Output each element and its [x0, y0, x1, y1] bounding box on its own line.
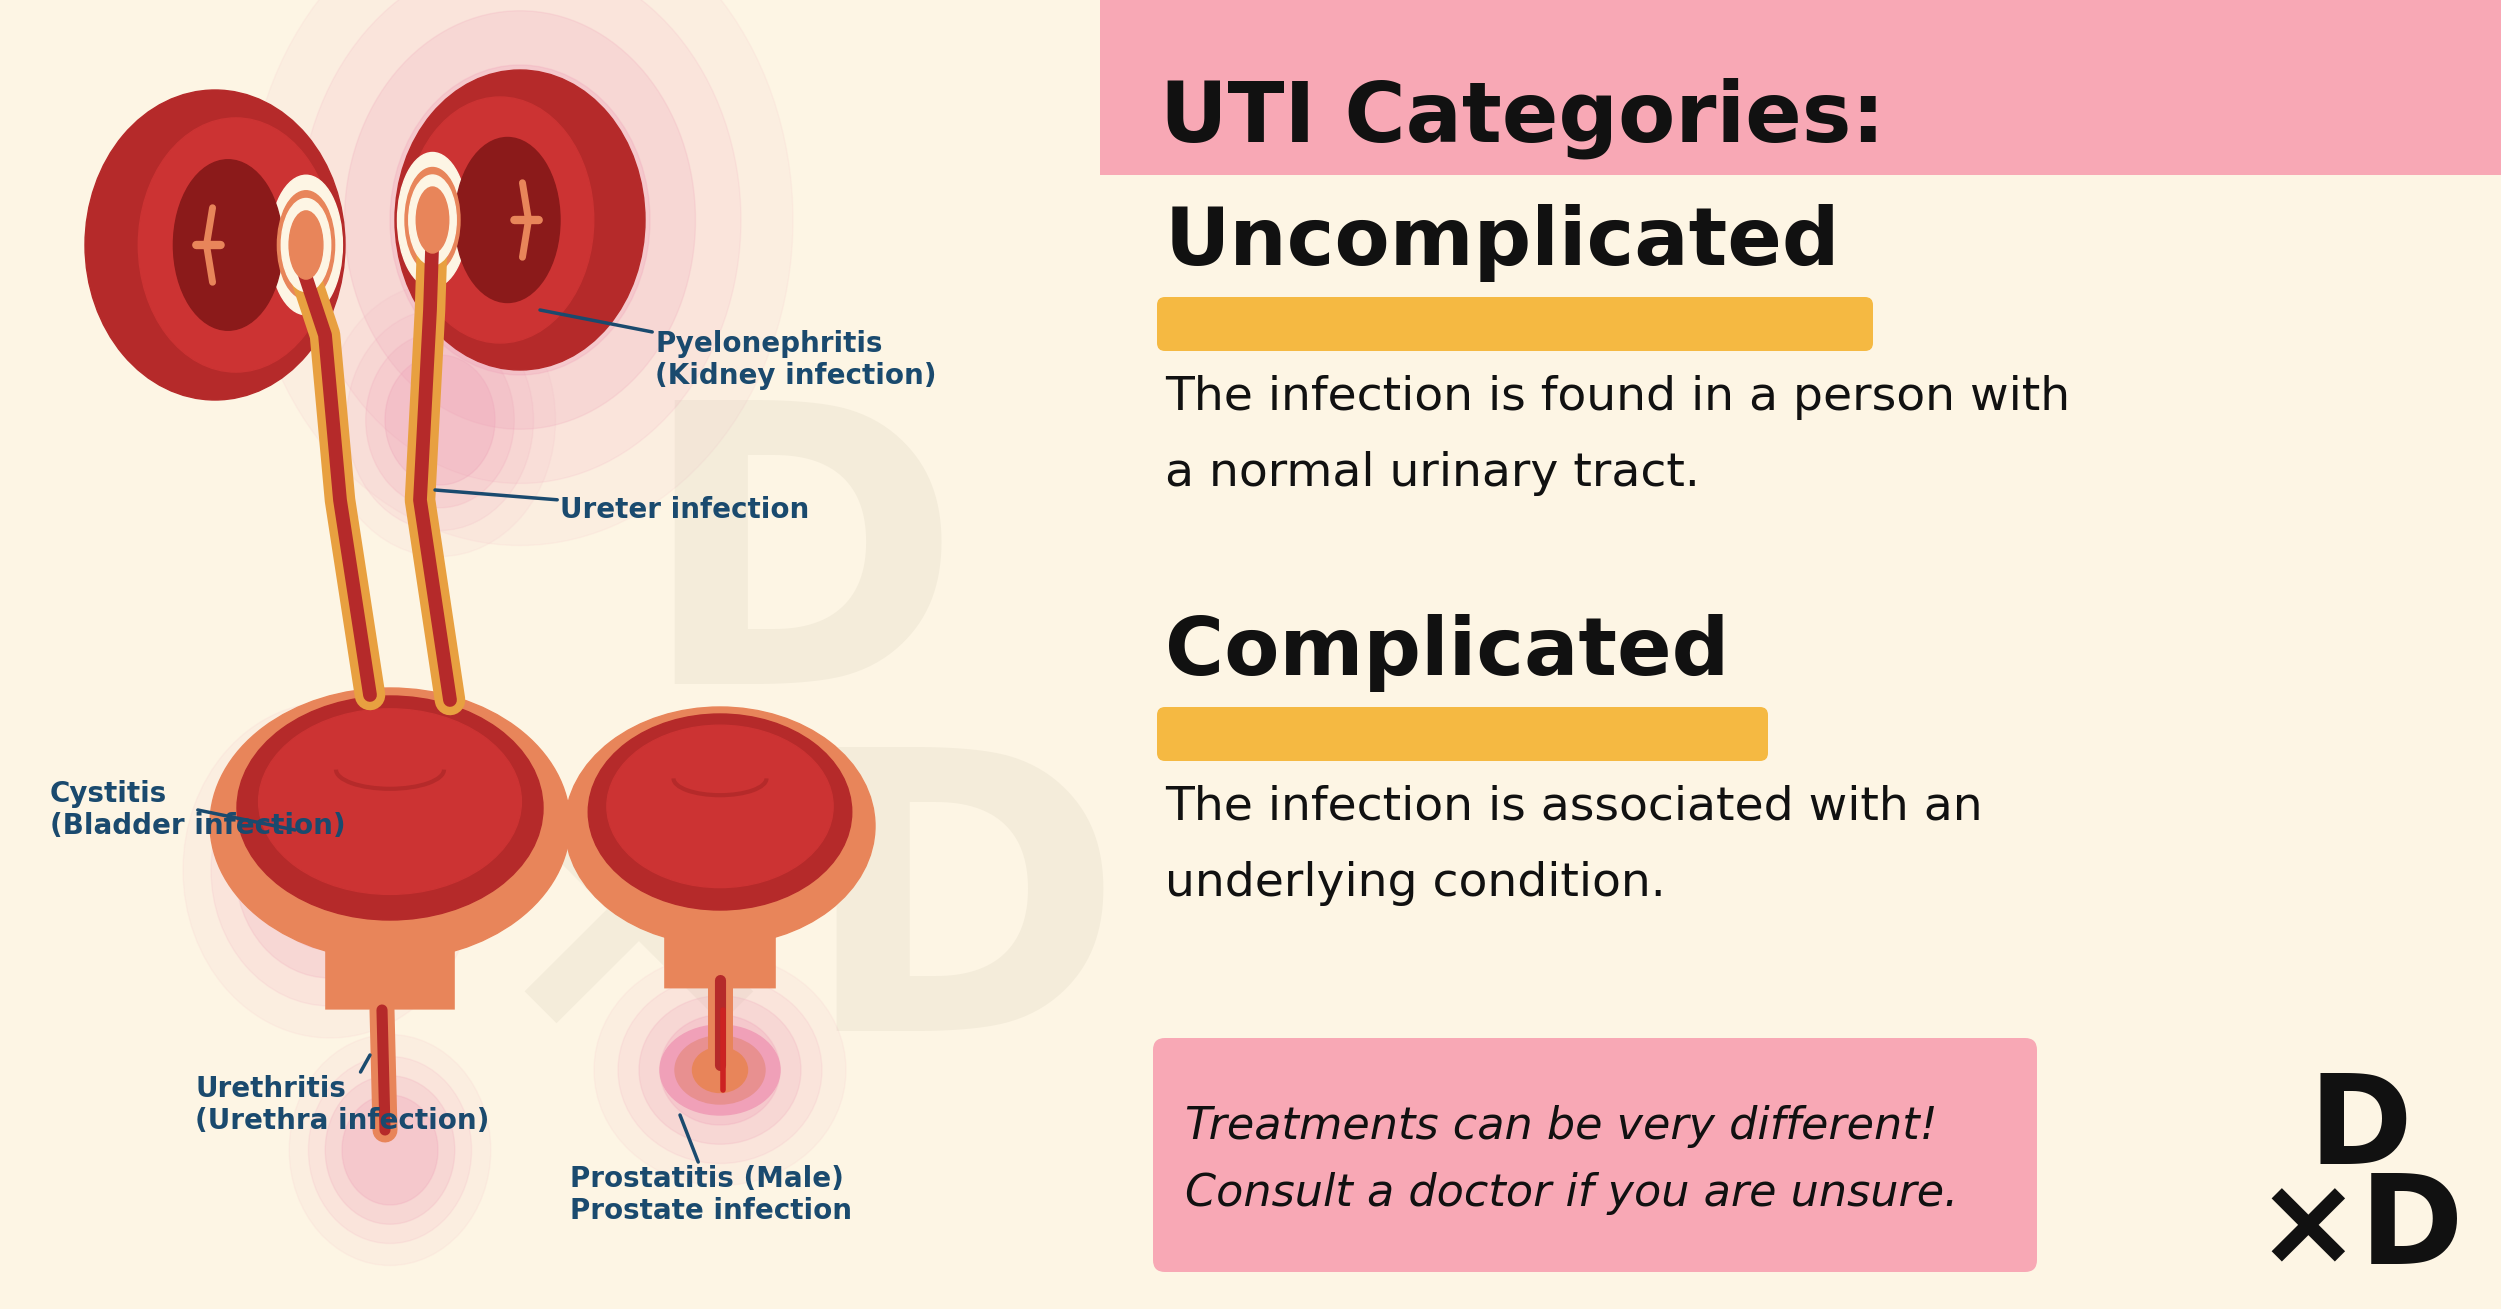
Ellipse shape [348, 309, 533, 530]
Text: Prostatitis (Male)
Prostate infection: Prostatitis (Male) Prostate infection [570, 1115, 853, 1225]
Ellipse shape [405, 97, 593, 343]
Ellipse shape [300, 0, 740, 483]
Ellipse shape [308, 1056, 473, 1244]
Ellipse shape [398, 153, 468, 288]
Ellipse shape [278, 191, 335, 300]
Ellipse shape [408, 175, 455, 264]
Ellipse shape [390, 65, 650, 374]
Ellipse shape [415, 187, 448, 253]
Ellipse shape [183, 702, 478, 1038]
Ellipse shape [345, 10, 695, 429]
Ellipse shape [343, 1096, 438, 1206]
Ellipse shape [595, 954, 845, 1186]
FancyBboxPatch shape [325, 929, 455, 1009]
Ellipse shape [588, 713, 853, 910]
Ellipse shape [290, 1034, 490, 1266]
FancyBboxPatch shape [665, 919, 775, 988]
Ellipse shape [365, 332, 515, 508]
Text: The infection is associated with an
underlying condition.: The infection is associated with an unde… [1165, 785, 1983, 907]
Ellipse shape [290, 211, 323, 279]
Text: Treatments can be very different!
Consult a doctor if you are unsure.: Treatments can be very different! Consul… [1185, 1105, 1958, 1215]
Text: UTI Categories:: UTI Categories: [1160, 77, 1886, 158]
Ellipse shape [210, 689, 570, 959]
FancyArrowPatch shape [523, 183, 528, 217]
Text: Ureter infection: Ureter infection [435, 490, 810, 524]
FancyArrowPatch shape [208, 208, 213, 242]
Ellipse shape [693, 1047, 748, 1093]
Ellipse shape [260, 791, 400, 950]
Ellipse shape [325, 1076, 455, 1224]
Ellipse shape [618, 977, 823, 1164]
Ellipse shape [248, 0, 793, 546]
Text: Cystitis
(Bladder infection): Cystitis (Bladder infection) [50, 780, 345, 840]
Ellipse shape [405, 168, 460, 272]
Ellipse shape [238, 696, 543, 920]
Ellipse shape [258, 708, 520, 894]
Text: Complicated: Complicated [1165, 614, 1728, 692]
FancyArrowPatch shape [208, 247, 213, 283]
Text: D: D [2308, 1069, 2411, 1190]
Ellipse shape [455, 137, 560, 302]
Text: ×D: ×D [2256, 1169, 2463, 1291]
Ellipse shape [173, 160, 283, 330]
Ellipse shape [608, 725, 833, 888]
Ellipse shape [235, 762, 425, 978]
FancyBboxPatch shape [1153, 1038, 2036, 1272]
Text: Uncomplicated: Uncomplicated [1165, 204, 1841, 281]
Ellipse shape [385, 355, 495, 486]
Ellipse shape [280, 199, 330, 292]
Ellipse shape [675, 1035, 765, 1103]
FancyBboxPatch shape [1158, 707, 1768, 761]
Ellipse shape [660, 1014, 780, 1124]
Ellipse shape [660, 1025, 780, 1115]
Text: D
×D: D ×D [475, 387, 1125, 1113]
Text: The infection is found in a person with
a normal urinary tract.: The infection is found in a person with … [1165, 374, 2071, 496]
Ellipse shape [565, 707, 875, 945]
FancyBboxPatch shape [1158, 297, 1873, 351]
Ellipse shape [345, 937, 435, 986]
Ellipse shape [325, 284, 555, 556]
FancyArrowPatch shape [523, 223, 528, 258]
Ellipse shape [395, 69, 645, 370]
Text: Urethritis
(Urethra infection): Urethritis (Urethra infection) [195, 1055, 490, 1135]
Ellipse shape [270, 175, 343, 314]
Ellipse shape [638, 996, 800, 1144]
Ellipse shape [680, 925, 758, 967]
Ellipse shape [210, 734, 450, 1007]
FancyBboxPatch shape [1100, 0, 2501, 175]
Text: Pyelonephritis
(Kidney infection): Pyelonephritis (Kidney infection) [540, 310, 935, 390]
Ellipse shape [85, 90, 345, 401]
Ellipse shape [138, 118, 333, 372]
